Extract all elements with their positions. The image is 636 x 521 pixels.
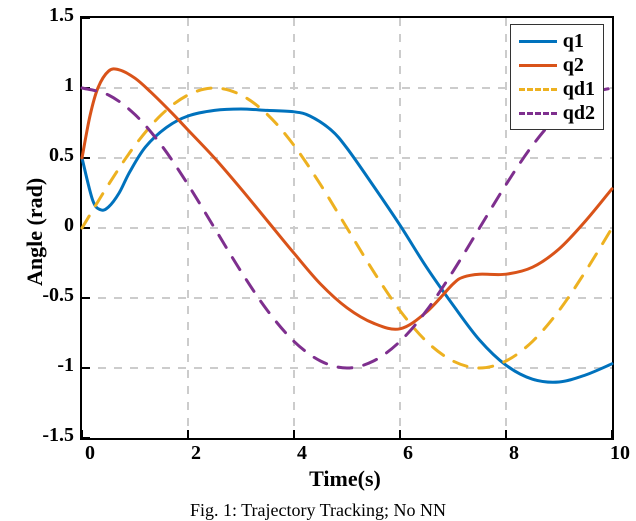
legend-swatch xyxy=(519,40,557,43)
y-tick-label: -0.5 xyxy=(42,284,74,307)
legend-label: qd2 xyxy=(563,102,595,125)
x-tick-label: 2 xyxy=(176,442,216,465)
legend-swatch xyxy=(519,112,557,115)
figure: q1q2qd1qd2 Time(s) Angle (rad) Fig. 1: T… xyxy=(0,0,636,516)
legend-label: q1 xyxy=(563,30,584,53)
x-tick-label: 6 xyxy=(388,442,428,465)
y-tick-label: -1 xyxy=(57,354,74,377)
y-tick-label: 0 xyxy=(64,214,74,237)
legend-item: qd1 xyxy=(519,77,595,101)
x-tick-label: 0 xyxy=(70,442,110,465)
legend-item: q1 xyxy=(519,29,595,53)
legend-label: q2 xyxy=(563,54,584,77)
y-axis-label: Angle (rad) xyxy=(22,178,48,286)
legend-item: q2 xyxy=(519,53,595,77)
legend-swatch xyxy=(519,64,557,67)
y-tick-label: 1.5 xyxy=(49,4,74,27)
figure-caption: Fig. 1: Trajectory Tracking; No NN xyxy=(0,500,636,521)
y-tick-label: -1.5 xyxy=(42,424,74,447)
legend: q1q2qd1qd2 xyxy=(510,24,604,130)
x-tick-label: 10 xyxy=(600,442,636,465)
y-tick-label: 0.5 xyxy=(49,144,74,167)
legend-label: qd1 xyxy=(563,78,595,101)
x-tick-label: 4 xyxy=(282,442,322,465)
y-tick-label: 1 xyxy=(64,74,74,97)
x-axis-label: Time(s) xyxy=(80,466,610,492)
plot-area: q1q2qd1qd2 xyxy=(80,16,614,440)
legend-swatch xyxy=(519,88,557,91)
legend-item: qd2 xyxy=(519,101,595,125)
x-tick-label: 8 xyxy=(494,442,534,465)
